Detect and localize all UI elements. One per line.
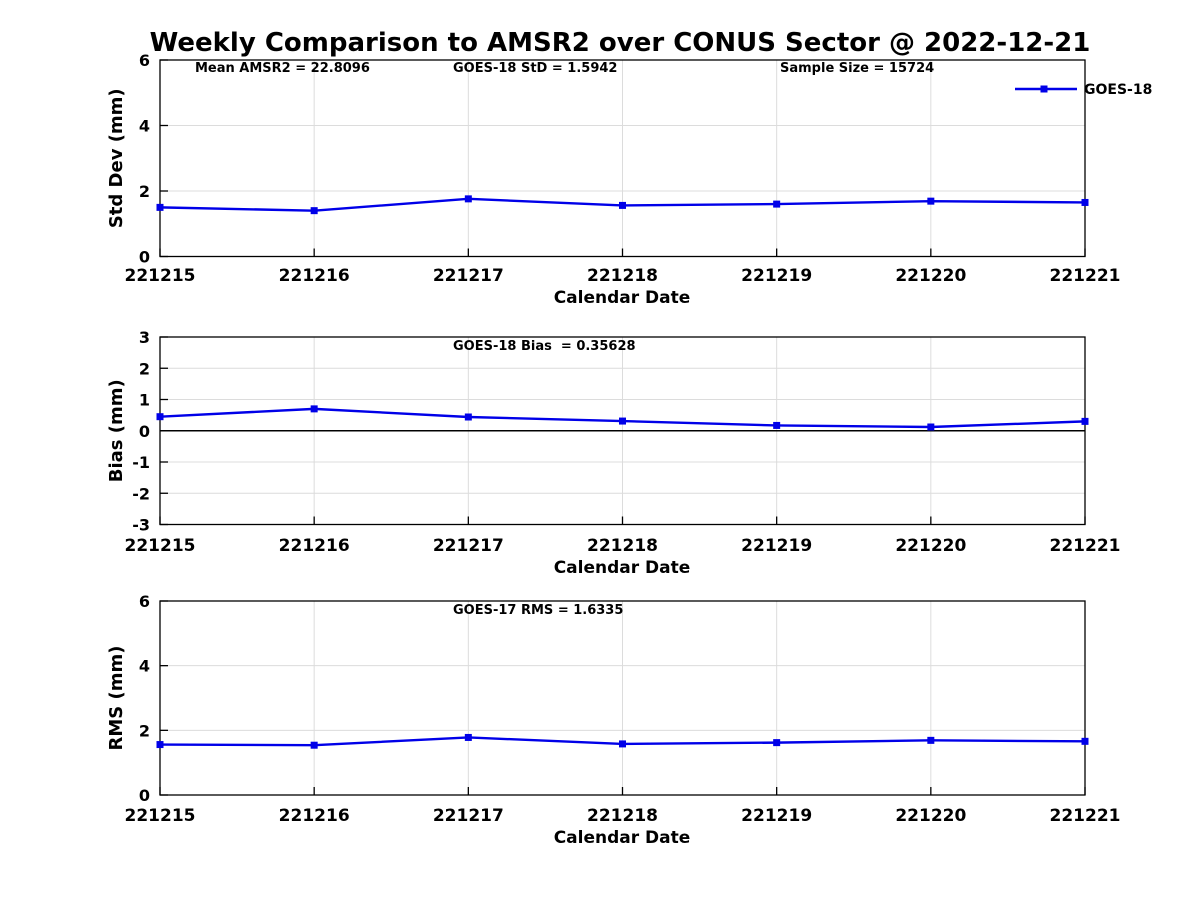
chart-title: Weekly Comparison to AMSR2 over CONUS Se… [149,28,1091,58]
x-tick-label: 221221 [1050,536,1121,556]
annotation: GOES-18 Bias = 0.35628 [453,339,636,354]
data-point-marker [619,417,626,425]
data-point-marker [310,741,318,749]
y-tick-label: 6 [139,592,150,611]
annotation: Sample Size = 15724 [780,61,934,76]
data-point-marker [1081,737,1089,745]
x-tick-label: 221220 [895,266,966,286]
y-axis-label: Bias (mm) [106,379,127,482]
y-tick-label: 6 [139,51,150,70]
x-tick-label: 221217 [433,536,504,556]
x-tick-label: 221219 [741,806,812,826]
y-tick-label: 0 [139,786,150,805]
x-tick-label: 221218 [587,806,658,826]
data-point-marker [619,201,626,209]
y-tick-label: 4 [139,117,150,136]
data-point-marker [927,736,935,744]
y-tick-label: 4 [139,657,150,676]
x-tick-label: 221215 [125,806,196,826]
x-axis-label: Calendar Date [554,828,691,848]
x-tick-label: 221216 [279,266,350,286]
x-tick-label: 221215 [125,536,196,556]
annotation: GOES-18 StD = 1.5942 [453,61,617,76]
legend-marker-sample [1040,85,1048,93]
x-tick-label: 221217 [433,806,504,826]
data-point-marker [156,203,164,211]
data-point-marker [773,739,781,747]
y-tick-label: 0 [139,248,150,267]
y-tick-label: 0 [139,422,150,441]
data-point-marker [927,423,935,431]
y-tick-label: 3 [139,328,150,347]
x-axis-label: Calendar Date [554,558,691,578]
x-tick-label: 221220 [895,536,966,556]
x-tick-label: 221218 [587,266,658,286]
legend-label: GOES-18 [1084,82,1152,98]
data-point-marker [1081,198,1089,206]
data-point-marker [773,421,781,429]
x-tick-label: 221219 [741,266,812,286]
data-point-marker [1081,417,1089,425]
data-point-marker [464,413,472,421]
x-tick-label: 221217 [433,266,504,286]
y-tick-label: -2 [132,484,150,503]
data-point-marker [464,733,472,741]
y-tick-label: 2 [139,182,150,201]
x-tick-label: 221215 [125,266,196,286]
x-tick-label: 221218 [587,536,658,556]
y-tick-label: -3 [132,516,150,535]
data-point-marker [310,405,318,413]
annotation: Mean AMSR2 = 22.8096 [195,61,370,76]
x-axis-label: Calendar Date [554,288,691,308]
x-tick-label: 221216 [279,536,350,556]
data-point-marker [156,413,164,421]
x-tick-label: 221220 [895,806,966,826]
data-point-marker [464,195,472,203]
y-tick-label: 2 [139,359,150,378]
x-tick-label: 221221 [1050,806,1121,826]
data-point-marker [619,740,626,748]
y-tick-label: -1 [132,453,150,472]
data-point-marker [310,207,318,215]
y-tick-label: 1 [139,391,150,410]
data-point-marker [156,741,164,749]
x-tick-label: 221216 [279,806,350,826]
y-tick-label: 2 [139,721,150,740]
data-point-marker [773,200,781,208]
x-tick-label: 221219 [741,536,812,556]
x-tick-label: 221221 [1050,266,1121,286]
annotation: GOES-17 RMS = 1.6335 [453,603,623,618]
y-axis-label: RMS (mm) [106,646,127,751]
data-point-marker [927,197,935,205]
y-axis-label: Std Dev (mm) [106,88,127,228]
